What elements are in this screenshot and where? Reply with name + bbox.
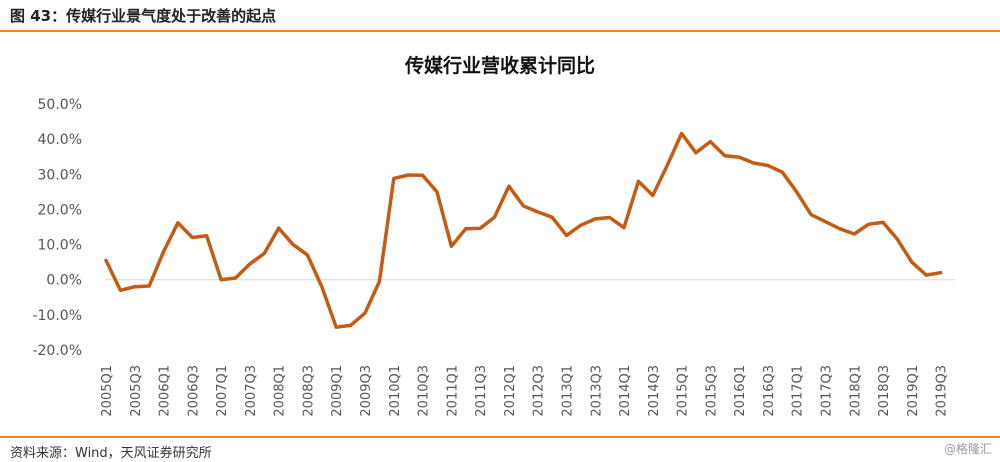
watermark: @格隆汇 xyxy=(943,442,992,456)
x-tick-label: 2018Q1 xyxy=(848,365,863,417)
x-tick-label: 2015Q3 xyxy=(704,365,719,417)
x-tick-label: 2015Q1 xyxy=(676,365,691,417)
x-tick-label: 2013Q3 xyxy=(589,365,604,417)
x-tick-label: 2007Q1 xyxy=(215,365,230,417)
y-tick-label: 20.0% xyxy=(38,202,82,218)
x-tick-label: 2014Q3 xyxy=(647,365,662,417)
x-tick-label: 2016Q3 xyxy=(762,365,777,417)
x-tick-label: 2018Q3 xyxy=(877,365,892,417)
y-tick-label: -20.0% xyxy=(32,343,82,359)
chart-title: 传媒行业营收累计同比 xyxy=(404,54,595,77)
x-tick-label: 2010Q1 xyxy=(388,365,403,417)
x-tick-label: 2009Q3 xyxy=(359,365,374,417)
x-tick-label: 2017Q1 xyxy=(791,365,806,417)
top-rule xyxy=(0,30,1000,32)
y-axis-ticks: -20.0% -10.0% 0.0% 10.0% 20.0% 30.0% 40.0% 50.0… xyxy=(32,97,82,359)
y-tick-label: 30.0% xyxy=(38,167,82,183)
x-tick-label: 2012Q3 xyxy=(532,365,547,417)
x-tick-label: 2008Q3 xyxy=(301,365,316,417)
x-tick-label: 2019Q3 xyxy=(935,365,950,417)
x-tick-label: 2011Q3 xyxy=(474,365,489,417)
x-tick-label: 2011Q1 xyxy=(445,365,460,417)
x-tick-label: 2012Q1 xyxy=(503,365,518,417)
y-tick-label: -10.0% xyxy=(32,308,82,324)
x-tick-label: 2013Q1 xyxy=(560,365,575,417)
y-tick-label: 0.0% xyxy=(46,273,82,289)
x-tick-label: 2019Q1 xyxy=(906,365,921,417)
x-tick-label: 2008Q1 xyxy=(273,365,288,417)
x-tick-label: 2006Q1 xyxy=(158,365,173,417)
bottom-rule xyxy=(0,436,1000,438)
figure-caption: 图 43：传媒行业景气度处于改善的起点 xyxy=(10,7,277,25)
x-tick-label: 2014Q1 xyxy=(618,365,633,417)
x-tick-label: 2005Q1 xyxy=(100,365,115,417)
series-line xyxy=(104,131,943,329)
x-tick-label: 2009Q1 xyxy=(330,365,345,417)
x-tick-label: 2005Q3 xyxy=(129,365,144,417)
y-tick-label: 40.0% xyxy=(38,132,82,148)
x-tick-label: 2010Q3 xyxy=(417,365,432,417)
x-axis-ticks: 2005Q1 2005Q3 2006Q1 2006Q3 2007Q1 2007Q3 2008… xyxy=(100,365,950,417)
x-tick-label: 2017Q3 xyxy=(819,365,834,417)
x-tick-label: 2016Q1 xyxy=(733,365,748,417)
x-tick-label: 2006Q3 xyxy=(186,365,201,417)
y-tick-label: 50.0% xyxy=(38,97,82,113)
line-chart: 传媒行业营收累计同比 -20.0% -10.0% 0.0% 10.0% 20.0% 30.… xyxy=(32,54,955,417)
x-tick-label: 2007Q3 xyxy=(244,365,259,417)
source-note: 资料来源：Wind，天风证券研究所 xyxy=(10,446,212,461)
y-tick-label: 10.0% xyxy=(38,238,82,254)
